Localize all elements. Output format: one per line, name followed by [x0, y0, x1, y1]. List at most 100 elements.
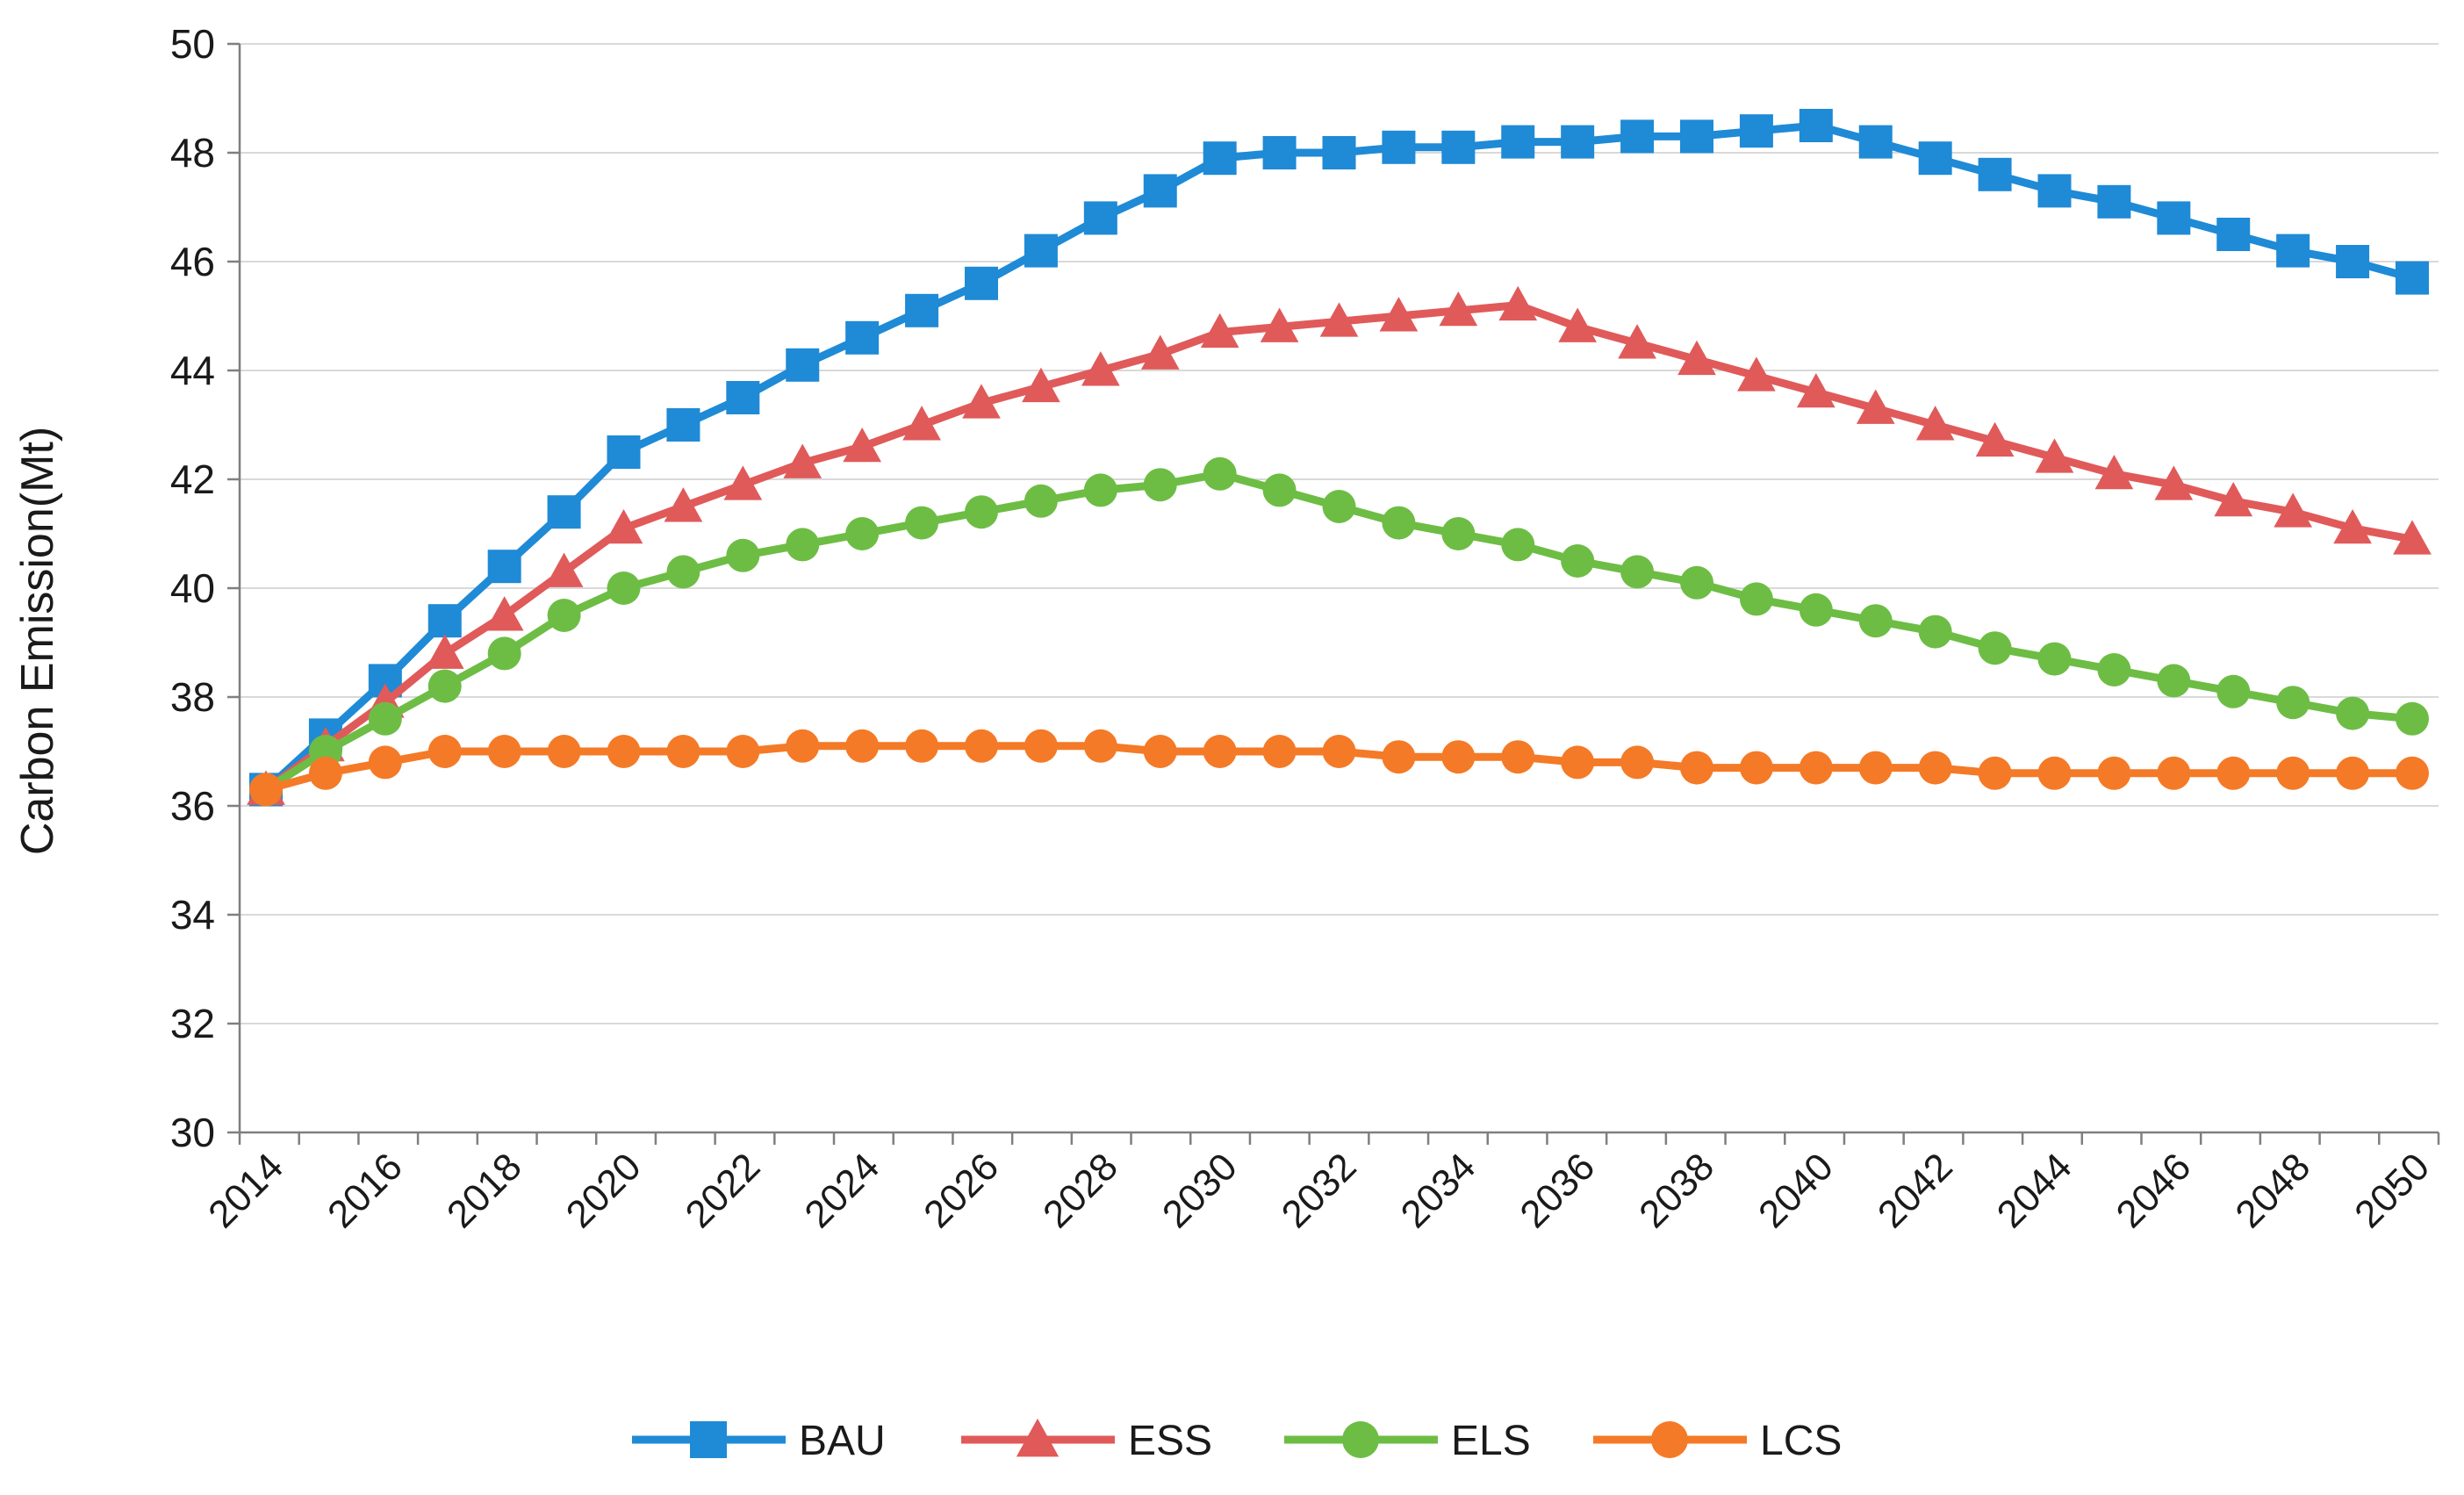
data-point-bau: [905, 293, 939, 327]
data-point-els: [845, 517, 880, 550]
data-point-lcs: [1799, 751, 1833, 785]
data-point-els: [1978, 631, 2012, 665]
data-point-ess: [1856, 389, 1895, 424]
data-point-bau: [726, 381, 760, 414]
data-point-ess: [2214, 481, 2253, 517]
data-point-els: [1441, 517, 1476, 550]
data-point-lcs: [1322, 735, 1356, 768]
data-point-lcs: [1561, 745, 1595, 780]
data-point-lcs: [2216, 756, 2251, 790]
data-point-els: [1620, 555, 1655, 589]
data-point-ess: [1439, 291, 1478, 327]
legend-label: ESS: [1128, 1418, 1212, 1464]
data-point-els: [1322, 490, 1356, 523]
data-point-lcs: [2336, 756, 2370, 790]
legend-swatch-marker: [1342, 1421, 1379, 1458]
data-point-els: [368, 701, 402, 736]
x-tick-label: 2044: [1989, 1145, 2080, 1236]
data-point-els: [1083, 473, 1117, 507]
data-point-bau: [1083, 201, 1117, 235]
data-point-lcs: [2097, 756, 2131, 790]
data-point-ess: [1081, 351, 1120, 386]
data-point-lcs: [1858, 751, 1893, 785]
x-tick-label: 2016: [320, 1145, 411, 1236]
data-point-els: [2037, 642, 2072, 676]
data-point-els: [1799, 593, 1833, 627]
y-tick-labels: 30 32 34 36 38 40 42 44 46 48 50: [170, 21, 215, 1155]
data-point-lcs: [249, 773, 283, 807]
series-ess: [247, 285, 2432, 805]
x-tick-label: 2014: [200, 1145, 291, 1236]
x-tick-label: 2024: [796, 1145, 887, 1236]
data-point-bau: [1262, 136, 1297, 169]
x-tick-label-group: 2048: [2227, 1145, 2318, 1236]
data-point-lcs: [368, 745, 402, 780]
data-point-ess: [2274, 492, 2313, 528]
data-point-lcs: [2157, 756, 2191, 790]
data-point-lcs: [547, 735, 581, 768]
data-point-els: [2396, 701, 2429, 736]
x-tick-label-group: 2014: [200, 1145, 291, 1236]
data-point-bau: [1441, 130, 1476, 164]
series-line-bau: [262, 121, 2414, 793]
x-tick-label-group: 2024: [796, 1145, 887, 1236]
data-point-bau: [607, 435, 641, 469]
legend-swatch-marker: [1651, 1421, 1688, 1458]
x-tick-label: 2032: [1274, 1145, 1365, 1236]
data-point-bau: [1918, 141, 1952, 176]
data-point-bau: [1680, 119, 1713, 154]
y-axis-label: Carbon Emission(Mt): [12, 427, 63, 855]
data-point-ess: [1558, 307, 1598, 342]
data-point-ess: [1677, 340, 1716, 376]
data-point-lcs: [666, 735, 700, 768]
x-tick-label: 2036: [1512, 1145, 1603, 1236]
data-point-ess: [1200, 313, 1239, 349]
axes: [227, 42, 2440, 1145]
series-lcs: [249, 729, 2429, 807]
data-point-els: [1024, 484, 1058, 518]
data-point-bau: [1799, 109, 1833, 142]
x-tick-label: 2020: [558, 1145, 650, 1236]
data-point-lcs: [308, 756, 342, 790]
x-tick-label-group: 2034: [1393, 1145, 1484, 1236]
series-bau: [249, 109, 2429, 807]
y-tick-label: 48: [170, 130, 215, 176]
x-tick-label: 2018: [439, 1145, 530, 1236]
x-tick-labels: 2014 2016 2018 2020 2022 2024 2026 2028 2030 2032…: [200, 1145, 2438, 1236]
data-point-ess: [723, 465, 763, 500]
data-point-lcs: [905, 729, 939, 763]
legend-label: LCS: [1760, 1418, 1842, 1464]
x-tick-label: 2034: [1393, 1145, 1484, 1236]
data-point-els: [1203, 456, 1237, 491]
data-point-ess: [962, 384, 1001, 419]
data-point-ess: [664, 487, 703, 522]
data-point-bau: [1143, 174, 1177, 208]
data-point-bau: [547, 495, 581, 529]
data-point-els: [666, 555, 700, 589]
x-tick-label-group: 2016: [320, 1145, 411, 1236]
data-point-ess: [902, 406, 941, 441]
data-point-lcs: [2396, 756, 2429, 790]
data-point-lcs: [1441, 740, 1476, 774]
data-point-ess: [2393, 520, 2432, 555]
data-point-lcs: [1620, 745, 1655, 780]
data-point-ess: [425, 634, 464, 669]
legend: BAU ESS ELS LCS: [632, 1418, 1842, 1464]
data-point-els: [786, 528, 820, 562]
data-point-els: [1262, 473, 1297, 507]
data-point-els: [726, 538, 760, 572]
data-point-els: [427, 669, 462, 703]
data-point-bau: [965, 266, 998, 300]
x-tick-label-group: 2038: [1631, 1145, 1722, 1236]
data-point-bau: [1501, 125, 1535, 159]
data-point-lcs: [965, 729, 998, 763]
data-point-els: [1858, 604, 1893, 638]
data-point-els: [2336, 696, 2370, 730]
data-point-bau: [1978, 157, 2012, 191]
data-point-lcs: [1024, 729, 1058, 763]
y-tick-label: 46: [170, 239, 215, 284]
data-point-els: [1561, 544, 1595, 578]
data-point-bau: [487, 550, 521, 584]
x-tick-label: 2046: [2108, 1145, 2200, 1236]
y-tick-label: 34: [170, 892, 215, 938]
